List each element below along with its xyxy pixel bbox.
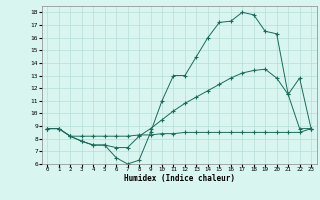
X-axis label: Humidex (Indice chaleur): Humidex (Indice chaleur)	[124, 174, 235, 183]
